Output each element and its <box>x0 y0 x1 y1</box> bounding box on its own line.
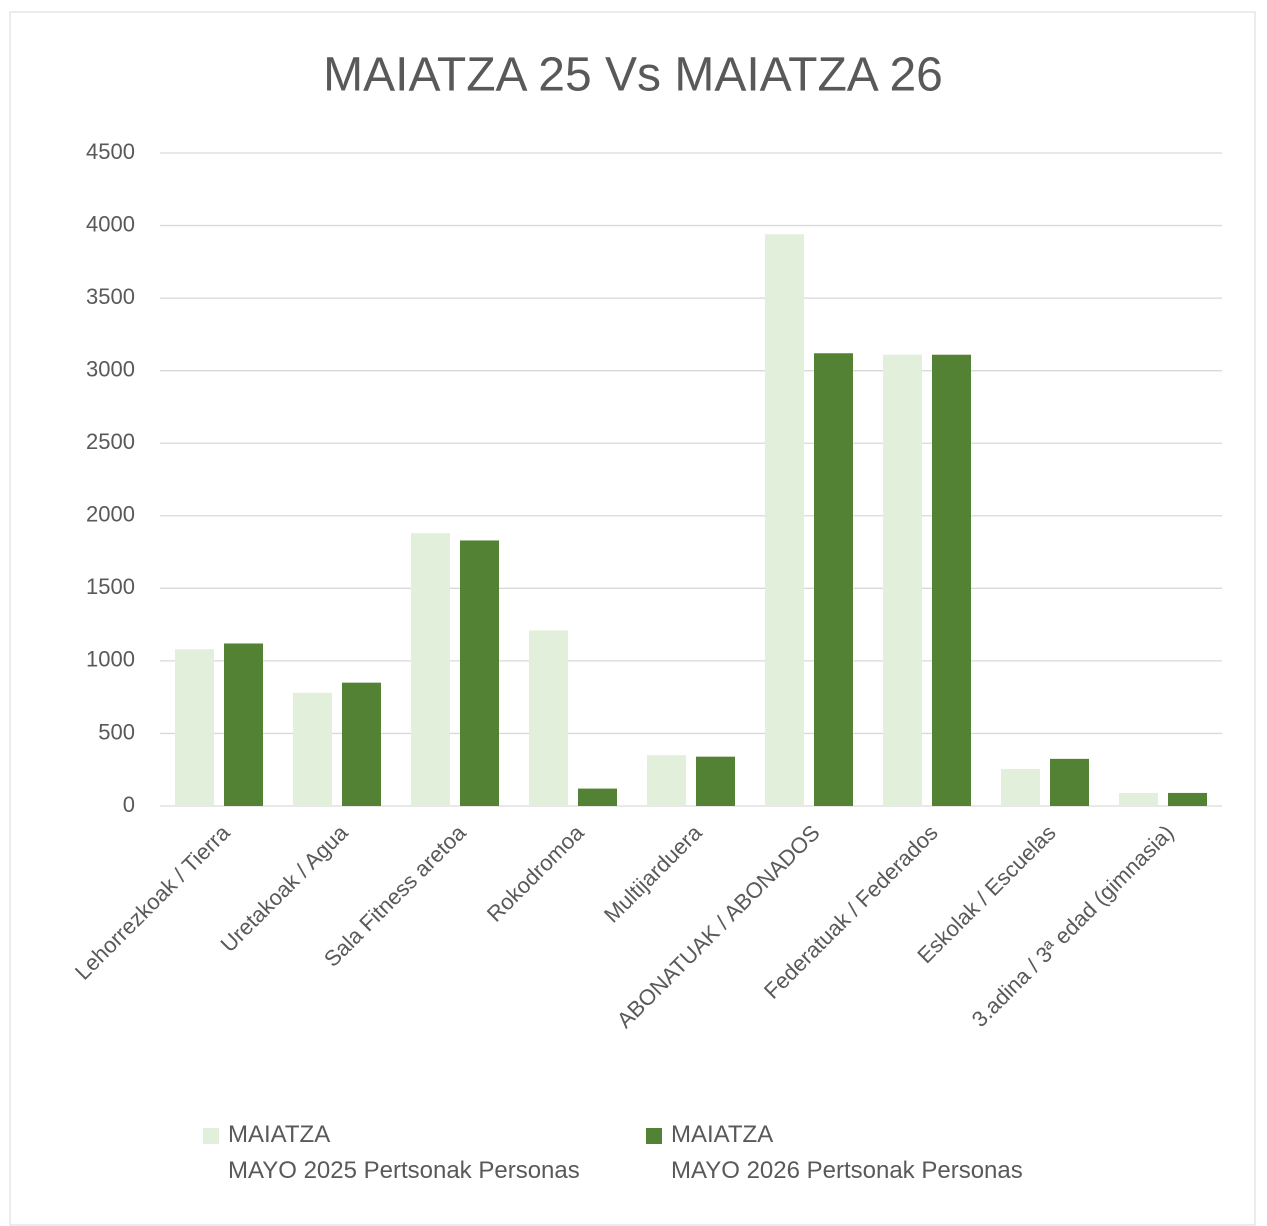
y-tick-label: 2000 <box>86 502 135 527</box>
y-tick-label: 500 <box>98 719 135 744</box>
bar <box>696 756 735 806</box>
bar <box>814 353 853 806</box>
bar <box>1050 758 1089 806</box>
y-tick-label: 2500 <box>86 429 135 454</box>
bar <box>293 692 332 806</box>
y-tick-label: 1500 <box>86 574 135 599</box>
chart-title: MAIATZA 25 Vs MAIATZA 26 <box>323 49 943 102</box>
bar <box>578 788 617 806</box>
bar <box>224 643 263 806</box>
x-tick-label: ABONATUAK / ABONADOS <box>612 820 825 1033</box>
bar <box>932 354 971 806</box>
x-tick-label: Rokodromoa <box>482 819 589 926</box>
legend-label: MAIATZA MAYO 2025 Pertsonak Personas <box>228 1121 580 1184</box>
bar <box>883 354 922 806</box>
bar <box>411 533 450 806</box>
legend-swatch <box>203 1128 219 1144</box>
legend-swatch <box>646 1128 662 1144</box>
x-tick-label: Lehorrezkoak / Tierra <box>70 819 235 984</box>
x-tick-label: 3.adina / 3ª edad (gimnasia) <box>967 820 1179 1032</box>
bar <box>529 630 568 806</box>
bar <box>1119 792 1158 806</box>
x-tick-label: Uretakoak / Agua <box>216 819 354 957</box>
x-tick-label: Multijarduera <box>599 819 707 927</box>
legend-label: MAIATZA MAYO 2026 Pertsonak Personas <box>671 1121 1023 1184</box>
bar <box>175 649 214 806</box>
y-tick-label: 3000 <box>86 356 135 381</box>
y-tick-label: 3500 <box>86 284 135 309</box>
y-tick-label: 4500 <box>86 139 135 164</box>
bar <box>765 234 804 807</box>
bar <box>647 755 686 806</box>
bar <box>460 540 499 806</box>
chart-border <box>9 11 1256 1226</box>
y-tick-label: 0 <box>123 792 135 817</box>
bar <box>1001 768 1040 806</box>
bar <box>1168 792 1207 806</box>
bar <box>342 682 381 806</box>
y-tick-label: 4000 <box>86 211 135 236</box>
y-tick-label: 1000 <box>86 647 135 672</box>
